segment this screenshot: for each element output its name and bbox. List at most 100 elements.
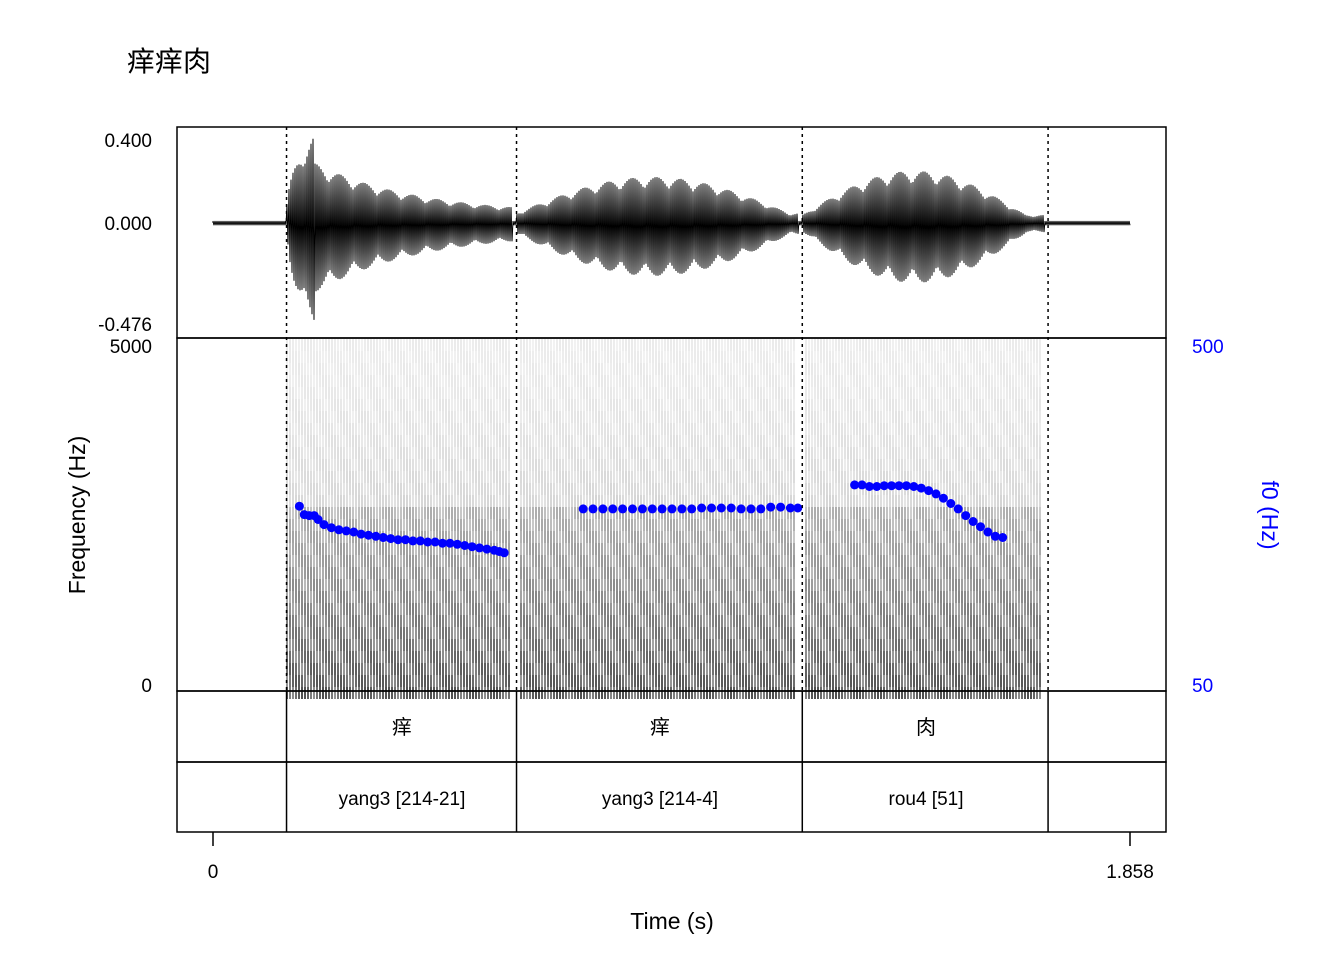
spectrogram-cell xyxy=(568,519,570,531)
spectrogram-cell xyxy=(379,555,381,567)
spectrogram-cell xyxy=(418,339,420,351)
spectrogram-cell xyxy=(319,567,321,579)
spectrogram-cell xyxy=(523,471,525,483)
spectrogram-cell xyxy=(403,495,405,507)
spectrogram-cell xyxy=(448,447,450,459)
spectrogram-cell xyxy=(598,447,600,459)
spectrogram-cell xyxy=(442,351,444,363)
spectrogram-cell xyxy=(454,339,456,351)
spectrogram-cell xyxy=(607,471,609,483)
spectrogram-cell xyxy=(304,663,306,675)
spectrogram-cell xyxy=(706,495,708,507)
spectrogram-cell xyxy=(499,555,501,567)
spectrogram-cell xyxy=(709,363,711,375)
spectrogram-cell xyxy=(724,387,726,399)
spectrogram-cell xyxy=(535,387,537,399)
spectrogram-cell xyxy=(568,411,570,423)
spectrogram-cell xyxy=(538,603,540,615)
spectrogram-cell xyxy=(331,639,333,651)
spectrogram-cell xyxy=(649,411,651,423)
spectrogram-cell xyxy=(736,363,738,375)
spectrogram-cell xyxy=(751,579,753,591)
spectrogram-cell xyxy=(712,651,714,663)
spectrogram-cell xyxy=(613,459,615,471)
spectrogram-cell xyxy=(370,339,372,351)
spectrogram-cell xyxy=(502,531,504,543)
spectrogram-cell xyxy=(547,579,549,591)
spectrogram-cell xyxy=(631,627,633,639)
spectrogram-cell xyxy=(508,519,510,531)
spectrogram-cell xyxy=(754,387,756,399)
spectrogram-cell xyxy=(310,579,312,591)
spectrogram-cell xyxy=(457,411,459,423)
spectrogram-cell xyxy=(709,675,711,687)
spectrogram-cell xyxy=(319,375,321,387)
spectrogram-cell xyxy=(352,567,354,579)
spectrogram-cell xyxy=(364,615,366,627)
spectrogram-cell xyxy=(718,447,720,459)
spectrogram-cell xyxy=(430,495,432,507)
spectrogram-cell xyxy=(742,555,744,567)
spectrogram-cell xyxy=(322,615,324,627)
spectrogram-cell xyxy=(379,375,381,387)
spectrogram-cell xyxy=(370,591,372,603)
spectrogram-cell xyxy=(541,687,543,699)
spectrogram-cell xyxy=(718,399,720,411)
spectrogram-cell xyxy=(397,543,399,555)
spectrogram-cell xyxy=(427,579,429,591)
spectrogram-cell xyxy=(757,651,759,663)
spectrogram-cell xyxy=(571,603,573,615)
spectrogram-cell xyxy=(481,459,483,471)
spectrogram-cell xyxy=(343,651,345,663)
spectrogram-cell xyxy=(442,567,444,579)
spectrogram-cell xyxy=(562,555,564,567)
spectrogram-cell xyxy=(733,351,735,363)
spectrogram-cell xyxy=(748,615,750,627)
spectrogram-cell xyxy=(502,663,504,675)
spectrogram-cell xyxy=(508,555,510,567)
spectrogram-cell xyxy=(472,615,474,627)
spectrogram-cell xyxy=(625,579,627,591)
spectrogram-cell xyxy=(583,687,585,699)
spectrogram-cell xyxy=(466,471,468,483)
spectrogram-cell xyxy=(499,351,501,363)
spectrogram-cell xyxy=(496,567,498,579)
spectrogram-cell xyxy=(559,531,561,543)
spectrogram-cell xyxy=(292,411,294,423)
spectrogram-cell xyxy=(637,651,639,663)
spectrogram-cell xyxy=(562,339,564,351)
spectrogram-cell xyxy=(457,483,459,495)
spectrogram-cell xyxy=(547,375,549,387)
spectrogram-cell xyxy=(736,387,738,399)
spectrogram-cell xyxy=(646,591,648,603)
spectrogram-cell xyxy=(628,687,630,699)
spectrogram-cell xyxy=(538,663,540,675)
spectrogram-cell xyxy=(358,375,360,387)
spectrogram-cell xyxy=(772,543,774,555)
spectrogram-cell xyxy=(562,387,564,399)
spectrogram-cell xyxy=(667,531,669,543)
spectrogram-cell xyxy=(733,663,735,675)
spectrogram-cell xyxy=(475,387,477,399)
spectrogram-cell xyxy=(481,603,483,615)
spectrogram-cell xyxy=(484,687,486,699)
spectrogram-cell xyxy=(610,615,612,627)
spectrogram-cell xyxy=(787,687,789,699)
spectrogram-cell xyxy=(394,363,396,375)
spectrogram-cell xyxy=(532,351,534,363)
spectrogram-cell xyxy=(745,435,747,447)
spectrogram-cell xyxy=(637,423,639,435)
spectrogram-cell xyxy=(721,375,723,387)
spectrogram-cell xyxy=(616,651,618,663)
spectrogram-cell xyxy=(709,663,711,675)
spectrogram-cell xyxy=(751,603,753,615)
spectrogram-cell xyxy=(457,639,459,651)
spectrogram-cell xyxy=(637,459,639,471)
spectrogram-cell xyxy=(499,483,501,495)
spectrogram-cell xyxy=(583,531,585,543)
spectrogram-cell xyxy=(727,543,729,555)
spectrogram-cell xyxy=(433,483,435,495)
spectrogram-cell xyxy=(295,615,297,627)
spectrogram-cell xyxy=(460,399,462,411)
spectrogram-cell xyxy=(433,603,435,615)
